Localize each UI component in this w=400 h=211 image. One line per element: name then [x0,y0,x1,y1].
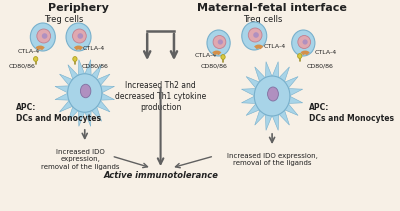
Ellipse shape [42,33,48,39]
Polygon shape [100,93,114,100]
Text: CTLA-4: CTLA-4 [264,43,286,49]
Circle shape [73,57,77,61]
Ellipse shape [268,87,278,101]
Text: CTLA-4: CTLA-4 [83,46,105,50]
Polygon shape [85,110,91,126]
Polygon shape [255,110,266,125]
Text: Active immunotolerance: Active immunotolerance [103,171,218,180]
Circle shape [207,30,230,56]
Circle shape [242,22,267,50]
Circle shape [221,55,225,60]
Polygon shape [68,106,78,121]
Text: CTLA-4: CTLA-4 [18,49,40,54]
Polygon shape [78,110,85,126]
Circle shape [68,74,102,112]
Text: Increased IDO
expression,
removal of the ligands: Increased IDO expression, removal of the… [41,149,120,170]
Ellipse shape [78,33,83,39]
Text: Increased Th2 and
decreased Th1 cytokine
production: Increased Th2 and decreased Th1 cytokine… [115,81,206,112]
Polygon shape [242,89,256,96]
Ellipse shape [213,35,226,49]
Polygon shape [255,67,266,82]
Ellipse shape [253,32,259,38]
Text: CTLA-4: CTLA-4 [315,50,337,54]
Polygon shape [242,96,256,103]
Polygon shape [85,60,91,76]
Circle shape [66,23,91,51]
Polygon shape [96,74,110,86]
Polygon shape [266,114,272,130]
Polygon shape [288,96,303,103]
Text: CD80/86: CD80/86 [81,63,108,68]
Text: Periphery: Periphery [48,3,109,13]
Circle shape [34,57,38,61]
Polygon shape [60,100,73,112]
Circle shape [298,54,302,58]
Text: Maternal-fetal interface: Maternal-fetal interface [197,3,347,13]
Polygon shape [284,77,298,89]
Ellipse shape [248,28,262,42]
Ellipse shape [302,39,308,45]
Circle shape [30,23,55,51]
Polygon shape [272,62,279,78]
Polygon shape [266,62,272,78]
Polygon shape [100,86,114,93]
Text: Treg cells: Treg cells [44,15,84,24]
Polygon shape [60,74,73,86]
Polygon shape [96,100,110,112]
Ellipse shape [218,39,223,45]
Text: Increased IDO expression,
removal of the ligands: Increased IDO expression, removal of the… [227,153,318,166]
Polygon shape [91,106,102,121]
Ellipse shape [80,84,91,98]
Polygon shape [246,77,260,89]
Text: CTLA-4: CTLA-4 [195,53,217,58]
Text: CD80/86: CD80/86 [201,63,228,68]
Polygon shape [68,65,78,80]
Circle shape [254,76,290,116]
Polygon shape [55,86,69,93]
Polygon shape [78,60,85,76]
Text: CD80/86: CD80/86 [9,63,36,68]
Text: APC:
DCs and Monocytes: APC: DCs and Monocytes [16,103,101,123]
Polygon shape [284,103,298,115]
Text: APC:
DCs and Monocytes: APC: DCs and Monocytes [309,103,394,123]
Polygon shape [272,114,279,130]
Polygon shape [279,67,290,82]
Polygon shape [91,65,102,80]
Ellipse shape [72,29,86,43]
Polygon shape [279,110,290,125]
Polygon shape [55,93,69,100]
Circle shape [292,30,315,56]
Ellipse shape [298,35,310,49]
Ellipse shape [37,29,50,43]
Text: Treg cells: Treg cells [244,15,283,24]
Polygon shape [246,103,260,115]
Text: CD80/86: CD80/86 [307,63,334,68]
Polygon shape [288,89,303,96]
